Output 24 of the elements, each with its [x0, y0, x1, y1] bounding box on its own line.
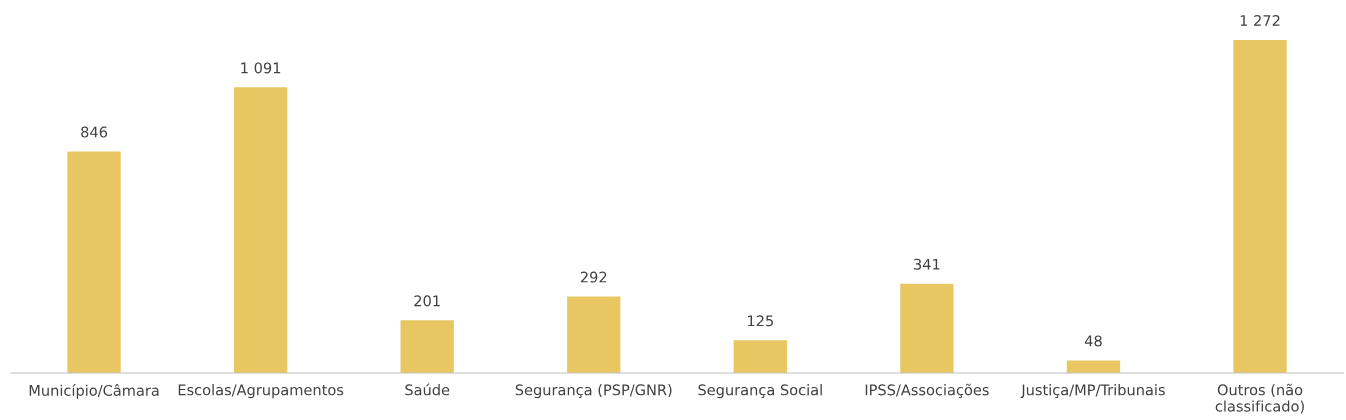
- bar: [67, 151, 121, 373]
- bar: [233, 87, 288, 373]
- data-label: 341: [914, 258, 940, 270]
- data-label: 846: [81, 126, 108, 138]
- x-tick-label: Justiça/MP/Tribunais: [1020, 384, 1165, 399]
- x-tick-label: Segurança (PSP/GNR): [515, 384, 672, 399]
- data-label: 292: [580, 271, 607, 283]
- bar: [1066, 360, 1121, 373]
- x-tick-label: Escolas/Agrupamentos: [178, 384, 344, 399]
- data-label: 201: [414, 295, 440, 307]
- x-tick-label: Segurança Social: [698, 384, 822, 399]
- data-label: 48: [1084, 335, 1102, 347]
- data-label: 125: [748, 315, 773, 327]
- bar: [733, 340, 787, 373]
- bar: [400, 320, 454, 373]
- data-label: 1 091: [241, 62, 281, 74]
- x-tick-label: IPSS/Associações: [865, 383, 989, 398]
- bar: [567, 296, 621, 373]
- x-tick-label: Saúde: [405, 383, 450, 396]
- bar: [900, 283, 954, 373]
- bar: [1233, 39, 1287, 373]
- x-tick-label: Município/Câmara: [29, 384, 159, 399]
- x-tick-label: Outros (não classificado): [1215, 383, 1304, 414]
- data-label: 1 272: [1240, 14, 1280, 26]
